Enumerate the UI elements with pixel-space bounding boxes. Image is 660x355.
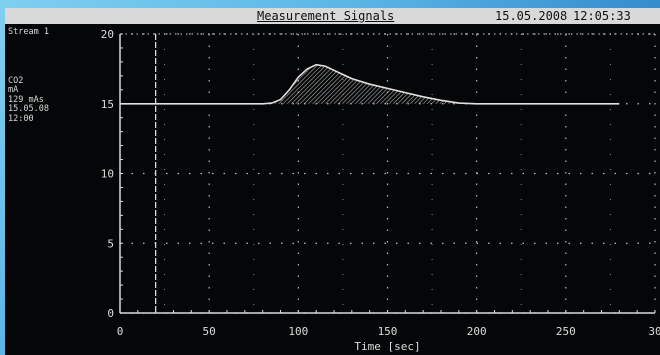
x-axis-label: Time [sec]: [354, 340, 420, 353]
header-date: 15.05.2008: [495, 9, 568, 23]
y-tick-label: 5: [107, 237, 114, 250]
x-tick-label: 150: [378, 325, 398, 338]
measurement-screen: Measurement Signals 15.05.2008 12:05:33 …: [5, 8, 660, 355]
x-tick-label: 30: [648, 325, 660, 338]
y-tick-label: 10: [101, 168, 114, 181]
axes: [119, 33, 656, 314]
x-tick-label: 50: [203, 325, 216, 338]
info-value: 129 mAs: [8, 94, 44, 105]
x-tick-label: 250: [556, 325, 576, 338]
stream-info-panel: Stream 1 CO2 mA 129 mAs 15.05.08 12:00: [8, 27, 49, 124]
info-date: 15.05.08: [8, 104, 49, 114]
y-tick-label: 0: [107, 307, 114, 320]
stream-label: Stream 1: [8, 27, 49, 37]
title-bar: Measurement Signals 15.05.2008 12:05:33: [5, 8, 660, 24]
header-time: 12:05:33: [573, 9, 631, 23]
info-time: 12:00: [8, 113, 34, 124]
signal-trace: [120, 63, 620, 105]
grid: [120, 33, 656, 314]
info-unit: mA: [8, 85, 19, 95]
x-tick-label: 200: [467, 325, 487, 338]
y-tick-label: 15: [101, 98, 114, 111]
window-title: Measurement Signals: [257, 9, 395, 23]
x-tick-label: 100: [288, 325, 308, 338]
info-gas: CO2: [8, 75, 24, 86]
x-tick-label: 0: [117, 325, 124, 338]
y-tick-label: 20: [101, 28, 114, 41]
